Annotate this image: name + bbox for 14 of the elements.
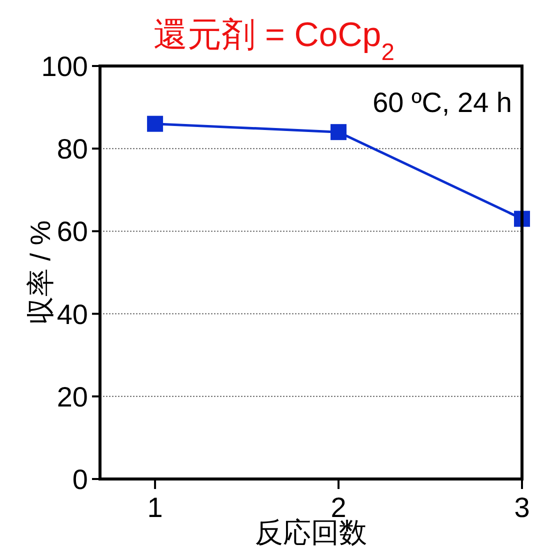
y-tick-label: 100 <box>41 51 88 82</box>
x-axis-title: 反応回数 <box>255 517 367 548</box>
point <box>330 124 347 140</box>
y-tick-label: 20 <box>56 381 88 412</box>
annotation: 60 ºC, 24 h <box>372 87 512 118</box>
chart-title: 還元剤 = CoCp$_{2}$ <box>154 16 394 66</box>
x-tick-label: 3 <box>514 492 530 523</box>
y-tick-label: 0 <box>72 464 88 495</box>
x-tick-label: 1 <box>147 492 163 523</box>
y-tick-label: 80 <box>56 134 88 165</box>
y-tick-label: 40 <box>56 298 88 330</box>
y-axis-title: 収率 / % <box>25 220 56 325</box>
y-tick-label: 60 <box>56 216 88 248</box>
point <box>147 116 164 132</box>
